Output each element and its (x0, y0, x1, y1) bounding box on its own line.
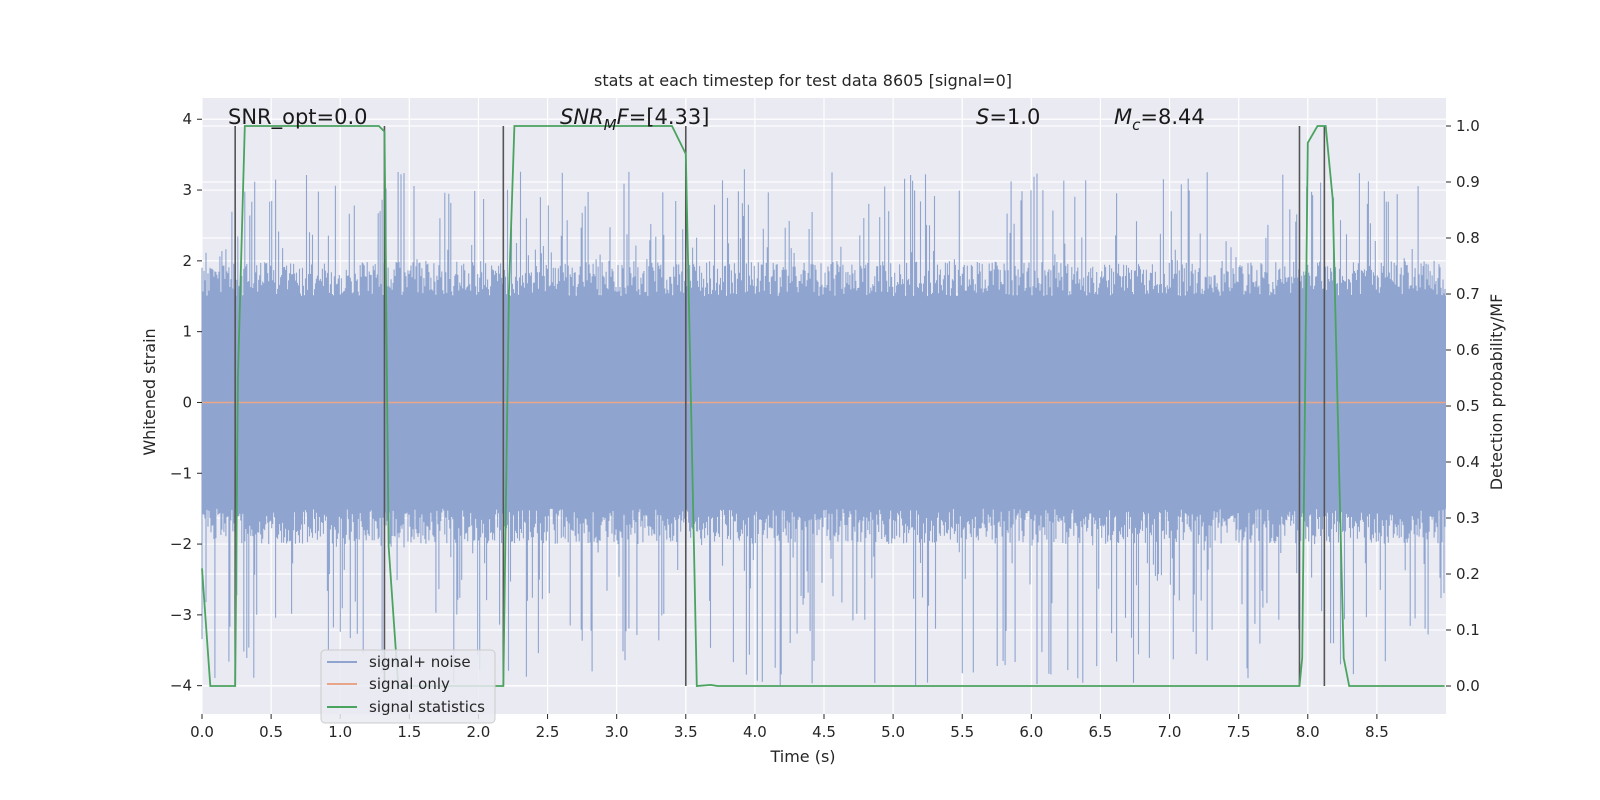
legend: signal+ noise signal only signal statist… (320, 649, 496, 724)
y-tick-label-right: 0.3 (1456, 509, 1480, 527)
y-tick-label-left: 4 (182, 110, 192, 128)
y-axis-label-right: Detection probability/MF (1487, 294, 1506, 491)
annotation-s-rest: =1.0 (989, 105, 1040, 129)
x-tick-label: 2.5 (536, 723, 560, 741)
x-axis-label: Time (s) (769, 747, 835, 766)
y-tick-label-right: 0.9 (1456, 173, 1480, 191)
signal-statistics-line (201, 125, 1445, 687)
x-tick-label: 8.0 (1296, 723, 1320, 741)
x-tick-label: 7.0 (1158, 723, 1182, 741)
annotation-snr-mf-f: F (617, 105, 630, 129)
x-tick-label: 1.5 (397, 723, 421, 741)
y-tick-label-right: 0.7 (1456, 285, 1480, 303)
annotation-snr-opt: SNR_opt=0.0 (228, 105, 368, 130)
y-tick-label-right: 0.4 (1456, 453, 1480, 471)
x-tick-label: 6.5 (1089, 723, 1113, 741)
x-tick-label: 3.5 (674, 723, 698, 741)
legend-entry-signal: signal only (369, 675, 450, 693)
y-tick-label-left: 3 (182, 181, 192, 199)
y-tick-label-right: 0.5 (1456, 397, 1480, 415)
x-tick-label: 6.0 (1019, 723, 1043, 741)
annotation-snr-mf: SNRMF=[4.33] (560, 105, 709, 134)
x-tick-label: 1.0 (328, 723, 352, 741)
annotation-mc-rest: =8.44 (1140, 105, 1204, 129)
x-tick-label: 5.5 (950, 723, 974, 741)
y-tick-label-right: 0.8 (1456, 229, 1480, 247)
annotation-mc-main: M (1114, 105, 1132, 129)
x-tick-label: 0.0 (190, 723, 214, 741)
y-tick-label-right: 0.2 (1456, 565, 1480, 583)
signal-statistics-series (201, 125, 1445, 687)
legend-entry-stats: signal statistics (369, 698, 485, 716)
y-tick-label-left: 1 (182, 323, 192, 341)
legend-box (320, 649, 496, 724)
y-tick-label-right: 0.1 (1456, 621, 1480, 639)
annotation-s-main: S (976, 105, 989, 129)
x-tick-label: 4.0 (743, 723, 767, 741)
y-tick-label-right: 0.0 (1456, 677, 1480, 695)
y-tick-label-left: 2 (182, 252, 192, 270)
annotation-mc: Mc=8.44 (1114, 105, 1205, 134)
y-tick-label-left: 0 (182, 393, 192, 411)
chart-title: stats at each timestep for test data 860… (594, 71, 1012, 90)
y-axis-label-left: Whitened strain (140, 328, 159, 455)
annotation-snr-mf-rest: =[4.33] (629, 105, 710, 129)
x-tick-label: 0.5 (259, 723, 283, 741)
y-tick-label-right: 1.0 (1456, 117, 1480, 135)
x-tick-label: 8.5 (1365, 723, 1389, 741)
annotation-snr-mf-sub: M (604, 116, 617, 134)
annotation-snr-mf-main: SNR (560, 105, 604, 129)
x-tick-label: 4.5 (812, 723, 836, 741)
annotation-mc-sub: c (1132, 116, 1141, 134)
y-tick-label-right: 0.6 (1456, 341, 1480, 359)
y-tick-label-left: −4 (170, 677, 192, 695)
x-tick-label: 2.0 (467, 723, 491, 741)
x-tick-label: 7.5 (1227, 723, 1251, 741)
y-tick-label-left: −2 (170, 535, 192, 553)
x-tick-label: 5.0 (881, 723, 905, 741)
y-tick-label-left: −1 (170, 464, 192, 482)
x-tick-label: 3.0 (605, 723, 629, 741)
y-tick-label-left: −3 (170, 606, 192, 624)
event-markers (234, 126, 1326, 686)
legend-entry-noise: signal+ noise (369, 653, 471, 671)
axis-ticks: 0.0 0.5 1.0 1.5 2.0 2.5 3.0 3.5 4.0 4.5 5.0 5.5 6.0 6… (170, 110, 1480, 741)
annotation-s: S=1.0 (976, 105, 1040, 129)
